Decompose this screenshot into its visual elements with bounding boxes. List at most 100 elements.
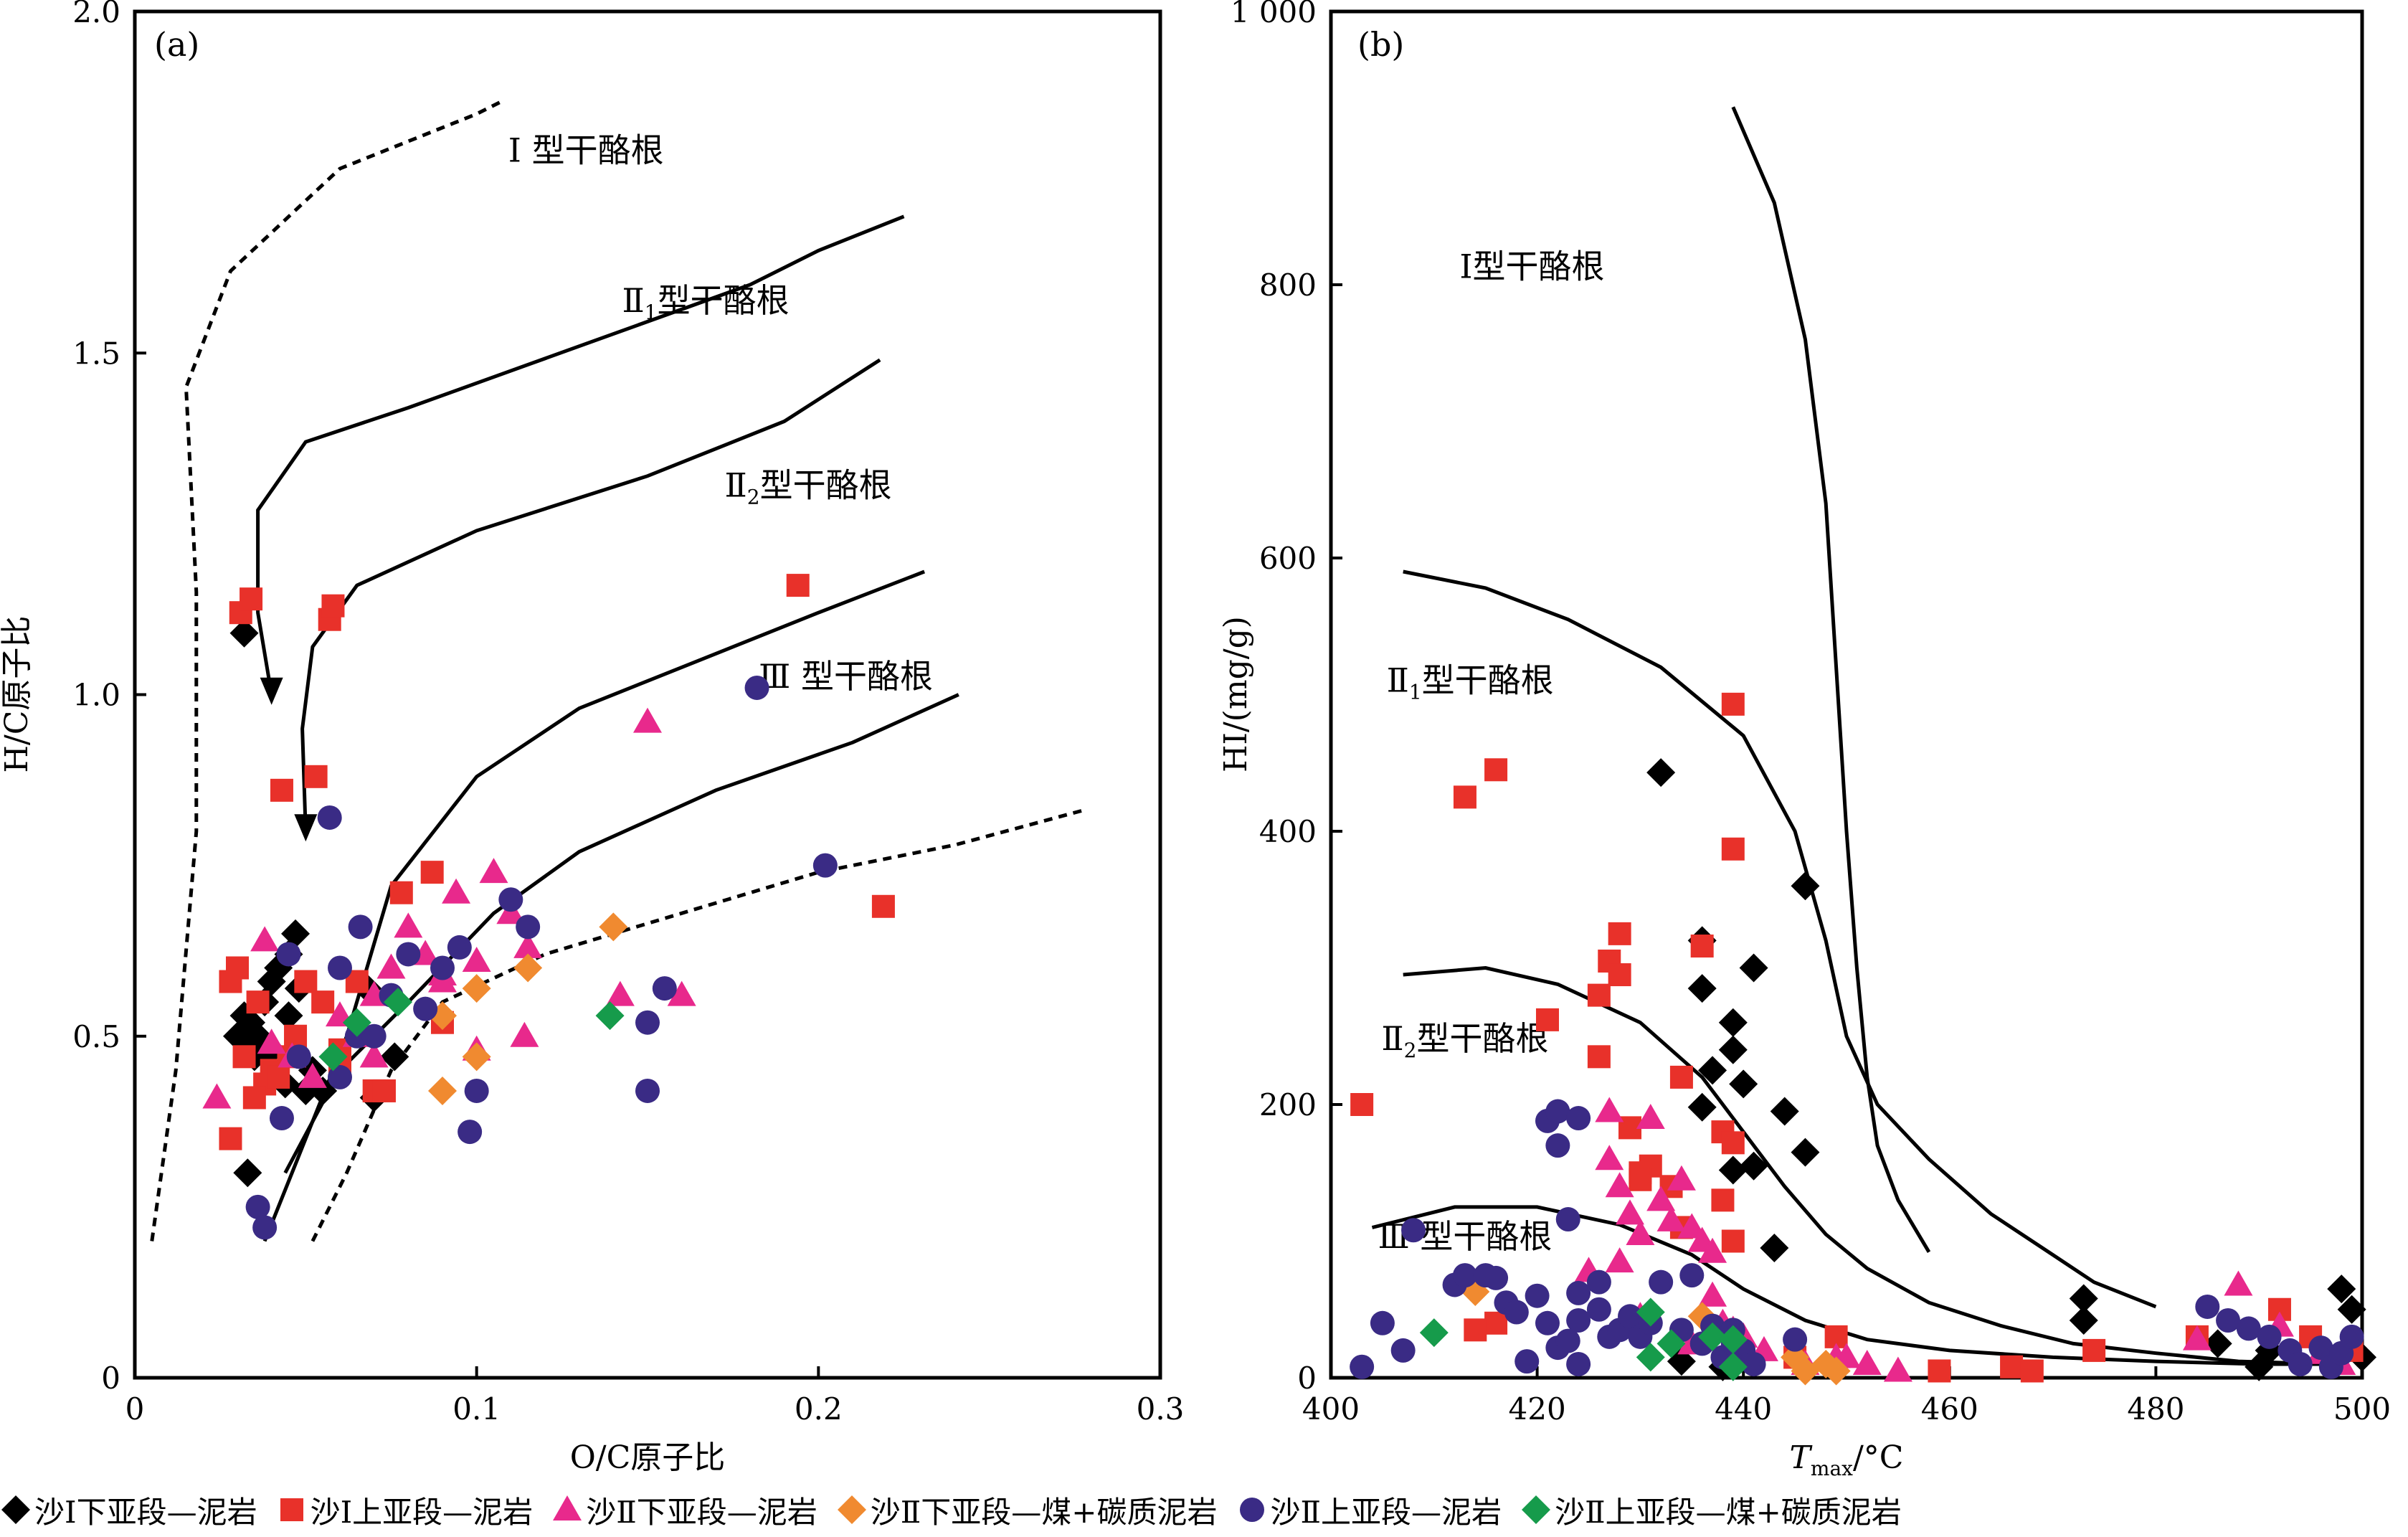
x-axis-title-b-part: /°C	[1853, 1439, 1904, 1476]
y-tick-label: 0	[101, 1361, 120, 1396]
data-point	[871, 894, 895, 918]
data-point	[274, 1001, 303, 1031]
data-point	[1464, 1318, 1487, 1342]
data-point	[318, 1042, 348, 1072]
panel-label-b: (b)	[1357, 25, 1404, 64]
data-point	[2224, 1270, 2253, 1296]
type-II2-boundary	[1403, 965, 2331, 1366]
data-point	[2308, 1335, 2333, 1361]
data-point	[1566, 1106, 1591, 1131]
data-point	[2337, 1295, 2366, 1324]
data-point	[232, 1045, 256, 1069]
data-point	[359, 1042, 389, 1068]
data-point	[394, 912, 423, 938]
data-point	[2327, 1274, 2356, 1304]
data-point	[1452, 1263, 1477, 1288]
data-point	[2236, 1316, 2261, 1341]
data-point	[1605, 1247, 1634, 1273]
data-point	[1711, 1188, 1735, 1212]
x-axis-title-b: Tmax/°C	[1790, 1439, 1904, 1480]
legend-item: 沙Ⅰ下亚段—泥岩	[0, 1488, 257, 1532]
data-point	[1401, 1218, 1426, 1243]
data-point	[1718, 1325, 1748, 1354]
data-point	[276, 942, 301, 967]
data-point	[599, 912, 628, 942]
data-point	[1605, 1172, 1634, 1198]
data-point	[1669, 1065, 1693, 1089]
y-tick-label: 200	[1259, 1087, 1317, 1122]
axis-ticks-b: 400 420 440 460 480 500 0 200 400 600 800 1 000	[1231, 0, 2391, 1427]
data-point	[1718, 1008, 1748, 1037]
data-point	[1453, 785, 1476, 809]
data-point	[744, 675, 769, 700]
type-II1-boundary	[1403, 569, 2157, 1309]
data-point	[1370, 1310, 1395, 1335]
data-point	[1545, 1099, 1570, 1124]
data-point	[462, 946, 491, 972]
data-point	[2182, 1325, 2212, 1351]
data-point	[2216, 1307, 2241, 1333]
data-point	[1698, 1056, 1727, 1085]
data-point	[2020, 1359, 2044, 1383]
legend-item: 沙Ⅱ上亚段—煤+碳质泥岩	[1520, 1488, 1902, 1532]
data-point	[389, 881, 413, 904]
data-point	[2339, 1324, 2364, 1349]
data-point	[447, 935, 472, 960]
data-point	[240, 587, 263, 611]
data-point	[1883, 1356, 1912, 1382]
panel-label-a: (a)	[154, 25, 199, 64]
data-point	[498, 887, 523, 912]
legend-label: 沙Ⅱ上亚段—煤+碳质泥岩	[1555, 1494, 1902, 1530]
data-point	[1608, 922, 1631, 945]
data-point	[595, 1001, 625, 1031]
x-tick-label: 500	[2333, 1391, 2391, 1427]
data-point	[1636, 1343, 1665, 1372]
y-tick-label: 0.5	[72, 1019, 120, 1054]
type-III-boundary	[1371, 1205, 2342, 1366]
data-point	[1350, 1093, 1374, 1116]
data-point	[1718, 1155, 1748, 1185]
data-point	[1741, 1351, 1766, 1376]
data-point	[2257, 1324, 2282, 1349]
legend-item: 沙Ⅱ下亚段—泥岩	[551, 1488, 817, 1532]
data-point	[1587, 983, 1611, 1007]
x-axis-title-b-part: max	[1811, 1457, 1853, 1480]
data-point	[1608, 963, 1631, 987]
data-point	[1629, 1168, 1652, 1191]
data-point	[462, 1042, 491, 1072]
data-point	[462, 974, 491, 1003]
data-point	[246, 990, 270, 1014]
data-point	[1555, 1207, 1580, 1232]
y-tick-label: 800	[1259, 268, 1317, 303]
data-point	[1566, 1280, 1591, 1305]
data-point	[1484, 1265, 1509, 1290]
data-point	[1535, 1008, 1559, 1031]
data-point	[510, 1021, 539, 1047]
kerogen-region-label: Ⅲ 型干酪根	[759, 657, 933, 696]
data-point	[1350, 1354, 1375, 1379]
data-point	[1390, 1338, 1416, 1363]
y-tick-label: 600	[1259, 541, 1317, 576]
legend-label: 沙Ⅰ下亚段—泥岩	[34, 1494, 257, 1530]
y-tick-label: 400	[1259, 814, 1317, 849]
type-I-boundary	[1731, 106, 1931, 1253]
data-point	[1586, 1269, 1611, 1295]
diamond-marker-icon	[1522, 1495, 1551, 1524]
data-point	[1721, 1131, 1745, 1155]
data-point	[1656, 1329, 1686, 1358]
y-tick-label: 1 000	[1231, 0, 1317, 29]
data-point	[328, 1064, 352, 1089]
kerogen-region-label: Ⅰ 型干酪根	[508, 131, 664, 170]
kerogen-region-label: Ⅱ1型干酪根	[622, 281, 789, 324]
data-point	[270, 778, 293, 802]
data-point	[348, 914, 373, 940]
data-point	[1718, 1035, 1748, 1064]
data-point	[1791, 871, 1820, 901]
data-point	[516, 914, 541, 940]
data-point	[286, 1044, 311, 1069]
data-point	[2082, 1338, 2106, 1362]
data-point	[1698, 1322, 1727, 1351]
data-point	[317, 805, 342, 830]
